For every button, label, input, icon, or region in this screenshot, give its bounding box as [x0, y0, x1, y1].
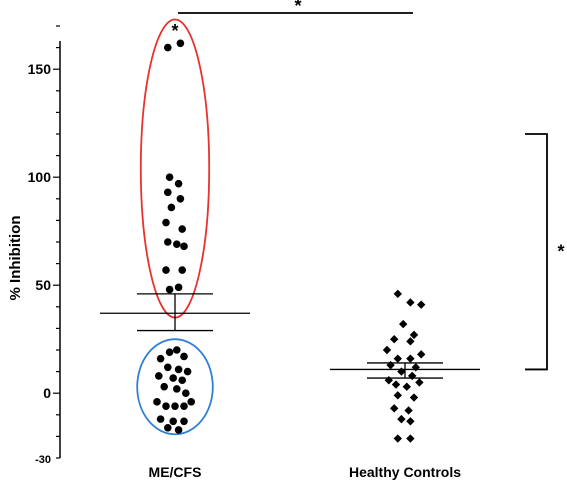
category-label: Healthy Controls — [349, 464, 461, 480]
data-point — [382, 345, 392, 355]
data-point — [178, 376, 186, 385]
category-label: ME/CFS — [149, 464, 202, 480]
data-point — [160, 382, 168, 391]
data-point — [182, 389, 190, 398]
data-point — [411, 363, 420, 372]
data-point — [164, 238, 172, 246]
significance-bracket-right — [525, 133, 548, 371]
data-point — [164, 188, 172, 197]
highlight-ellipse — [139, 18, 211, 319]
data-point — [408, 371, 417, 381]
data-point — [165, 285, 174, 294]
data-point — [393, 354, 402, 363]
data-point — [173, 240, 181, 248]
highlight-ellipses — [136, 18, 214, 436]
data-point — [404, 406, 413, 415]
data-point — [153, 398, 161, 406]
data-point — [390, 335, 399, 344]
data-point — [180, 402, 188, 410]
data-point — [174, 365, 183, 374]
data-point — [174, 179, 183, 188]
data-point — [390, 404, 399, 413]
data-point — [384, 376, 393, 385]
data-point — [417, 350, 426, 359]
significance-markers: * * * — [171, 0, 565, 371]
data-point — [164, 423, 172, 432]
data-point — [180, 417, 188, 426]
y-axis-title: % Inhibition — [7, 216, 24, 301]
significance-star-top: * — [294, 0, 301, 16]
data-point — [171, 402, 179, 410]
data-point — [176, 195, 185, 203]
data-point — [409, 393, 419, 402]
y-tick-label: 50 — [35, 277, 51, 293]
data-points — [153, 39, 426, 443]
data-point — [169, 417, 177, 426]
data-point — [417, 300, 426, 309]
data-point — [406, 298, 415, 307]
data-point — [162, 218, 170, 227]
data-point — [167, 203, 176, 212]
data-point — [397, 414, 406, 424]
data-point — [162, 402, 170, 410]
highlight-ellipse — [136, 338, 214, 436]
data-point — [174, 426, 183, 434]
data-point — [386, 360, 395, 370]
data-point — [406, 337, 415, 346]
significance-star-group: * — [171, 21, 178, 41]
data-point — [156, 415, 165, 423]
significance-star-right: * — [557, 242, 564, 262]
y-tick-label: 0 — [43, 385, 51, 401]
data-point — [174, 283, 183, 292]
data-point — [393, 434, 402, 443]
data-point — [164, 363, 172, 372]
data-point — [406, 417, 415, 426]
category-labels: ME/CFS Healthy Controls — [149, 464, 462, 480]
data-point — [391, 380, 401, 389]
y-tick-label: -30 — [35, 454, 51, 466]
data-point — [393, 289, 402, 299]
data-point — [393, 391, 402, 400]
data-point — [155, 372, 163, 380]
data-point — [180, 242, 188, 251]
y-tick-label: 100 — [28, 169, 52, 185]
data-point — [169, 374, 177, 382]
data-point — [173, 346, 181, 354]
y-tick-label: 150 — [28, 61, 52, 77]
data-point — [409, 330, 419, 340]
mean-error-bars — [100, 293, 480, 379]
data-point — [187, 398, 195, 406]
data-point — [406, 354, 415, 363]
y-axis: 150 100 50 0 -30 — [28, 25, 61, 466]
data-point — [165, 348, 174, 356]
data-point — [164, 43, 172, 52]
data-point — [415, 378, 424, 387]
data-point — [178, 266, 186, 274]
data-point — [180, 352, 188, 361]
data-point — [183, 367, 192, 376]
data-point — [397, 367, 406, 376]
data-point — [173, 385, 181, 393]
data-point — [406, 434, 415, 443]
data-point — [178, 225, 186, 233]
data-point — [402, 382, 411, 391]
data-point — [162, 266, 170, 274]
data-point — [165, 173, 174, 181]
data-point — [156, 354, 165, 363]
data-point — [176, 39, 185, 48]
data-point — [399, 319, 408, 329]
